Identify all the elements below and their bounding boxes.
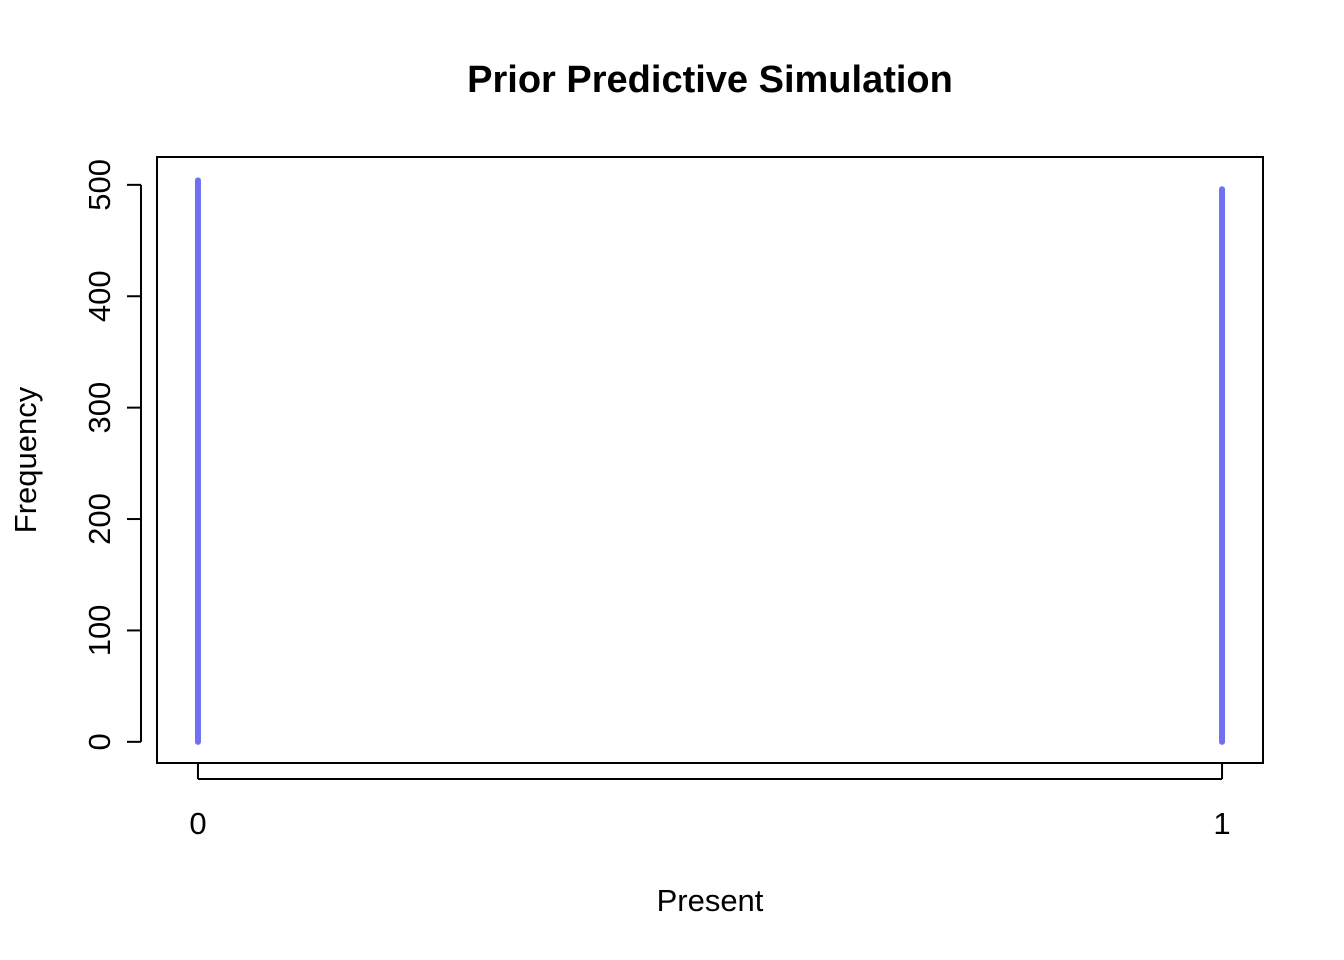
y-tick-label: 200 xyxy=(82,493,117,545)
x-tick-label: 1 xyxy=(1213,806,1230,841)
x-axis-label: Present xyxy=(657,883,764,918)
chart-title: Prior Predictive Simulation xyxy=(467,59,953,101)
plot-area-frame xyxy=(156,156,1264,764)
y-tick-label: 0 xyxy=(82,733,117,750)
data-series xyxy=(194,177,1226,745)
y-tick-label: 300 xyxy=(82,382,117,434)
y-axis: 0 100 200 300 400 500 xyxy=(82,159,142,750)
x-tick-label: 0 xyxy=(189,806,206,841)
y-axis-label: Frequency xyxy=(8,386,43,533)
y-tick-label: 500 xyxy=(82,159,117,211)
y-tick-label: 400 xyxy=(82,270,117,322)
y-tick-label: 100 xyxy=(82,605,117,657)
